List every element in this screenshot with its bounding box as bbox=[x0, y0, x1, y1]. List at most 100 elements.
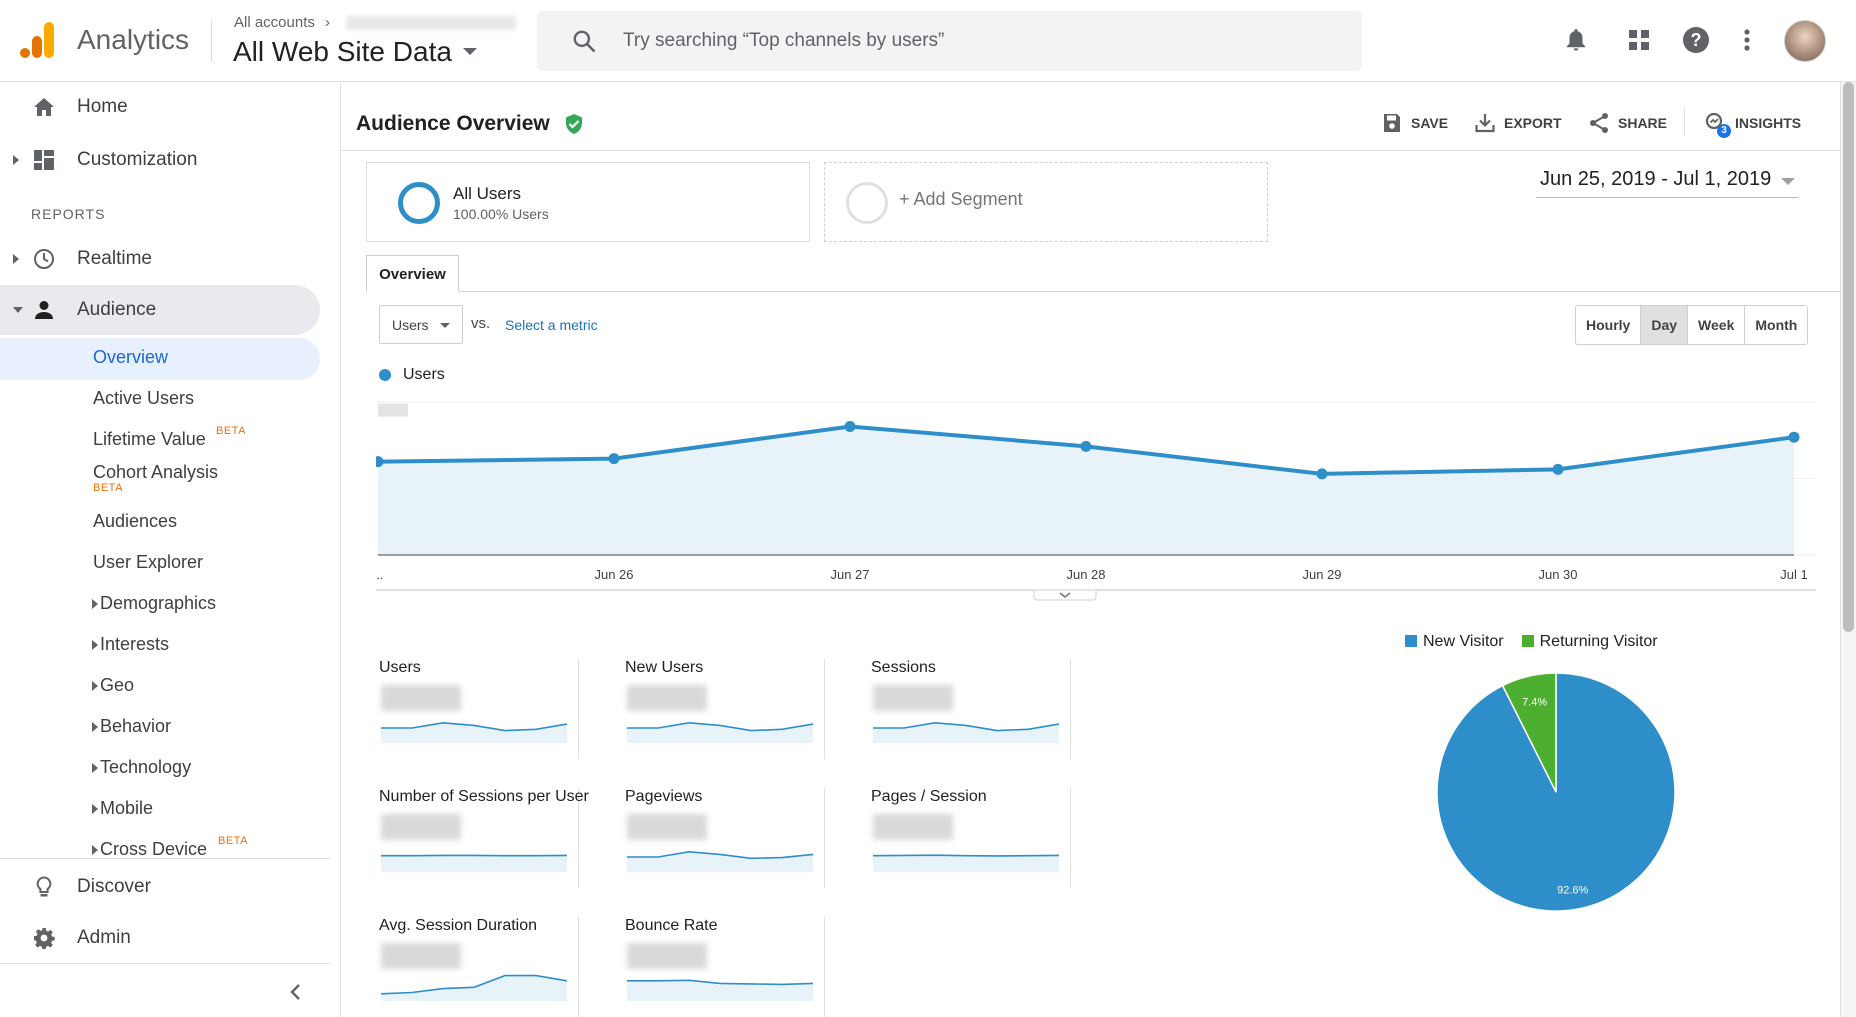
sparkline bbox=[873, 854, 1059, 872]
app-name: Analytics bbox=[77, 24, 190, 55]
date-range-picker[interactable]: Jun 25, 2019 - Jul 1, 2019 bbox=[1536, 166, 1799, 198]
expand-icon bbox=[92, 845, 98, 855]
search-input[interactable] bbox=[623, 25, 1323, 57]
metric-tile-label: Number of Sessions per User bbox=[379, 788, 589, 805]
action-divider bbox=[1684, 108, 1685, 136]
sidebar-item-geo[interactable]: Geo bbox=[92, 675, 134, 696]
apps-grid-icon[interactable] bbox=[1623, 24, 1655, 56]
metric-tile-label: Avg. Session Duration bbox=[379, 917, 538, 934]
reports-section-header: REPORTS bbox=[31, 206, 106, 222]
sparkline bbox=[627, 850, 813, 872]
segment-ring-icon bbox=[398, 182, 440, 224]
y-tick-label-redacted bbox=[378, 403, 408, 417]
metric-tile[interactable]: Number of Sessions per User bbox=[379, 788, 589, 888]
download-icon bbox=[1475, 114, 1495, 133]
sidebar-item-cross-device[interactable]: Cross Device BETA bbox=[92, 835, 247, 860]
granularity-hourly[interactable]: Hourly bbox=[1576, 306, 1641, 344]
metric-tile[interactable]: Bounce Rate bbox=[625, 917, 825, 1017]
more-options-icon[interactable] bbox=[1731, 24, 1763, 56]
metric-tile[interactable]: Users bbox=[379, 659, 579, 759]
sidebar-item-label: Mobile bbox=[100, 798, 154, 818]
legend-users: Users bbox=[403, 366, 445, 383]
account-name-redacted bbox=[346, 16, 517, 31]
expand-icon bbox=[92, 681, 98, 691]
notifications-bell-icon[interactable] bbox=[1560, 24, 1592, 56]
metric-tile[interactable]: Pageviews bbox=[625, 788, 825, 888]
scrollbar-thumb[interactable] bbox=[1843, 82, 1854, 632]
search-bar[interactable] bbox=[537, 11, 1362, 71]
metric-tile-label: Users bbox=[379, 659, 421, 676]
tab-overview[interactable]: Overview bbox=[366, 255, 459, 292]
metric-tile[interactable]: New Users bbox=[625, 659, 825, 759]
granularity-week[interactable]: Week bbox=[1687, 306, 1745, 344]
chart-legend: Users bbox=[379, 366, 445, 384]
account-breadcrumb[interactable]: All accounts › bbox=[234, 14, 517, 31]
sparkline-line bbox=[627, 721, 813, 732]
top-bar: Analytics All accounts › All Web Site Da… bbox=[0, 0, 1856, 82]
metric-value-redacted bbox=[627, 685, 707, 711]
segment-all-users[interactable]: All Users 100.00% Users bbox=[366, 162, 810, 242]
x-tick-label: Jul 1 bbox=[1780, 567, 1807, 582]
add-segment-button[interactable]: + Add Segment bbox=[824, 162, 1268, 242]
export-button[interactable]: EXPORT bbox=[1474, 112, 1562, 134]
sidebar-item-active-users[interactable]: Active Users bbox=[93, 388, 195, 408]
metric-tile[interactable]: Avg. Session Duration bbox=[379, 917, 579, 1017]
view-selector[interactable]: All Web Site Data bbox=[233, 36, 452, 67]
sparkline bbox=[627, 979, 813, 1001]
series-area bbox=[378, 426, 1794, 555]
sparkline-line bbox=[627, 850, 813, 860]
sparkline-line bbox=[381, 721, 567, 732]
sidebar-item-demographics[interactable]: Demographics bbox=[92, 593, 217, 614]
breadcrumb-chevron-icon: › bbox=[325, 14, 331, 31]
x-tick-label: ... bbox=[376, 567, 383, 582]
data-point bbox=[1316, 468, 1328, 480]
sparkline bbox=[381, 854, 567, 872]
beta-badge: BETA bbox=[218, 835, 248, 847]
sparkline bbox=[873, 721, 1059, 743]
sidebar-item-lifetime-value[interactable]: Lifetime Value BETA bbox=[93, 425, 245, 450]
metric-tile-label: Pages / Session bbox=[871, 788, 987, 805]
expand-icon bbox=[13, 155, 19, 165]
header-rule bbox=[341, 150, 1841, 151]
sidebar-item-label: Demographics bbox=[100, 593, 217, 613]
chart-resize-handle bbox=[1033, 589, 1097, 601]
insights-button[interactable]: 3 INSIGHTS bbox=[1705, 112, 1801, 138]
sidebar-item-technology[interactable]: Technology bbox=[92, 757, 191, 778]
data-point bbox=[376, 456, 384, 468]
select-metric-link[interactable]: Select a metric bbox=[505, 317, 598, 333]
share-button[interactable]: SHARE bbox=[1588, 112, 1667, 134]
sidebar-item-behavior[interactable]: Behavior bbox=[92, 716, 171, 737]
chevron-down-icon bbox=[1059, 592, 1071, 598]
sidebar-item-mobile[interactable]: Mobile bbox=[92, 798, 154, 819]
metric-tile[interactable]: Sessions bbox=[871, 659, 1071, 759]
metric-tile-label: Pageviews bbox=[625, 788, 703, 805]
page-title: Audience Overview bbox=[356, 112, 550, 135]
metric-tile[interactable]: Pages / Session bbox=[871, 788, 1071, 888]
analytics-logo-icon[interactable] bbox=[18, 20, 58, 60]
expand-icon bbox=[13, 254, 19, 264]
metric-select[interactable]: Users bbox=[379, 305, 463, 344]
save-button[interactable]: SAVE bbox=[1381, 112, 1448, 134]
audience-highlight bbox=[0, 285, 320, 335]
share-label: SHARE bbox=[1618, 115, 1668, 131]
sidebar-item-label: Realtime bbox=[77, 248, 152, 269]
collapse-sidebar-chevron-icon[interactable] bbox=[286, 980, 306, 1004]
sidebar-item-audiences[interactable]: Audiences bbox=[93, 511, 178, 531]
search-icon bbox=[573, 30, 596, 53]
sidebar-item-user-explorer[interactable]: User Explorer bbox=[93, 552, 204, 572]
data-point bbox=[844, 420, 856, 432]
person-icon bbox=[32, 298, 56, 322]
avatar[interactable] bbox=[1784, 20, 1826, 62]
expand-icon bbox=[92, 763, 98, 773]
pie-slice-label: 7.4% bbox=[1522, 697, 1547, 709]
scrollbar[interactable] bbox=[1840, 82, 1856, 1017]
help-icon[interactable]: ? bbox=[1680, 24, 1712, 56]
view-dropdown-icon[interactable] bbox=[463, 48, 477, 55]
sidebar-item-interests[interactable]: Interests bbox=[92, 634, 169, 655]
granularity-month[interactable]: Month bbox=[1744, 306, 1808, 344]
data-point bbox=[1080, 440, 1092, 452]
x-tick-label: Jun 27 bbox=[830, 567, 869, 582]
sidebar-item-overview[interactable]: Overview bbox=[93, 347, 169, 367]
granularity-day[interactable]: Day bbox=[1640, 306, 1688, 344]
sidebar-item-cohort-analysis[interactable]: Cohort Analysis BETA bbox=[93, 462, 218, 494]
